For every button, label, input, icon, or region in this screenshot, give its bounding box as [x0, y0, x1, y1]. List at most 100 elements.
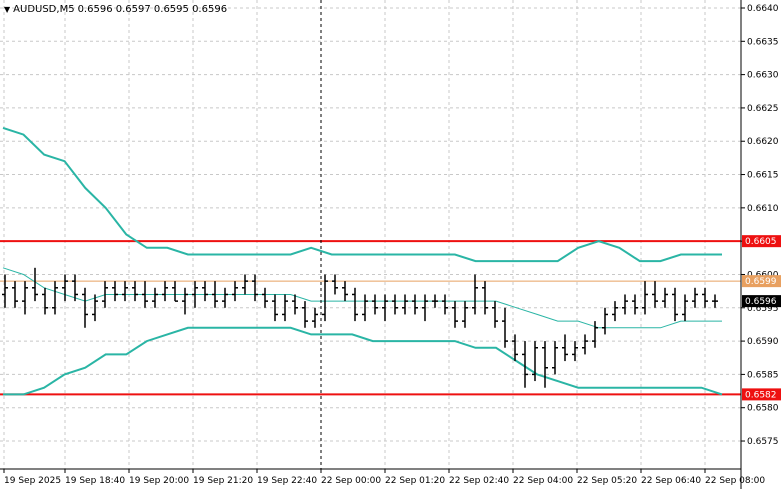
ohlc-bar[interactable]: [392, 294, 398, 315]
ohlc-bar[interactable]: [112, 281, 118, 302]
price-line-tag: 0.6599: [745, 277, 777, 287]
ohlc-bar[interactable]: [82, 287, 88, 328]
ohlc-values: 0.6596 0.6597 0.6595 0.6596: [77, 4, 228, 15]
dropdown-triangle-icon[interactable]: ▼: [4, 5, 11, 14]
ohlc-bar[interactable]: [32, 267, 38, 302]
ohlc-bar[interactable]: [332, 274, 338, 295]
ohlc-bar[interactable]: [582, 334, 588, 355]
ohlc-bar[interactable]: [282, 294, 288, 322]
ohlc-bar[interactable]: [592, 321, 598, 348]
ohlc-bar[interactable]: [362, 294, 368, 322]
x-tick-label: 19 Sep 20:00: [129, 476, 189, 486]
ohlc-bar[interactable]: [472, 274, 478, 315]
ohlc-bar[interactable]: [292, 294, 298, 315]
ohlc-bar[interactable]: [672, 287, 678, 322]
ohlc-bar[interactable]: [222, 287, 228, 308]
ohlc-bar[interactable]: [382, 294, 388, 322]
current-price-tag: 0.6596: [745, 297, 777, 307]
ohlc-bar[interactable]: [302, 301, 308, 328]
ohlc-bar[interactable]: [412, 294, 418, 315]
ohlc-bar[interactable]: [52, 281, 58, 315]
ohlc-bar[interactable]: [42, 287, 48, 315]
ohlc-bar[interactable]: [462, 301, 468, 328]
ohlc-bar[interactable]: [542, 341, 548, 388]
ohlc-bar[interactable]: [162, 281, 168, 302]
ohlc-bar[interactable]: [62, 274, 68, 302]
chart-header: ▼ AUDUSD,M5 0.6596 0.6597 0.6595 0.6596: [4, 4, 227, 15]
ohlc-bar[interactable]: [552, 341, 558, 375]
ohlc-bar[interactable]: [102, 281, 108, 308]
ohlc-bar[interactable]: [402, 294, 408, 315]
ohlc-bar[interactable]: [92, 294, 98, 322]
ohlc-bar[interactable]: [712, 294, 718, 308]
ohlc-bar[interactable]: [2, 274, 8, 308]
symbol-timeframe: AUDUSD,M5: [13, 4, 75, 15]
ohlc-bar[interactable]: [132, 281, 138, 302]
ohlc-bar[interactable]: [272, 294, 278, 322]
x-tick-label: 22 Sep 00:00: [321, 476, 381, 486]
ohlc-bar[interactable]: [682, 294, 688, 322]
ohlc-bar[interactable]: [192, 281, 198, 308]
ohlc-bar[interactable]: [212, 281, 218, 308]
ohlc-bar[interactable]: [152, 287, 158, 308]
y-tick-label: 0.6620: [747, 137, 779, 147]
y-tick-label: 0.6635: [747, 37, 779, 47]
price-line-tag-bg: [742, 275, 781, 288]
ohlc-bar[interactable]: [602, 307, 608, 335]
y-tick-label: 0.6640: [747, 4, 779, 14]
ohlc-bar[interactable]: [252, 274, 258, 302]
ohlc-bar[interactable]: [632, 294, 638, 315]
y-tick-label: 0.6610: [747, 204, 779, 214]
x-tick-label: 19 Sep 18:40: [65, 476, 125, 486]
ohlc-bar[interactable]: [532, 341, 538, 382]
ohlc-bar[interactable]: [572, 341, 578, 362]
ohlc-bar[interactable]: [432, 294, 438, 308]
ohlc-bar[interactable]: [522, 341, 528, 388]
x-tick-label: 19 Sep 21:20: [193, 476, 253, 486]
ohlc-bar[interactable]: [452, 301, 458, 328]
ohlc-bar[interactable]: [482, 281, 488, 315]
x-tick-label: 22 Sep 02:40: [449, 476, 509, 486]
ohlc-bar[interactable]: [612, 301, 618, 322]
ohlc-bar[interactable]: [662, 287, 668, 308]
y-tick-label: 0.6625: [747, 104, 779, 114]
ohlc-bar[interactable]: [512, 334, 518, 362]
ohlc-bar[interactable]: [502, 307, 508, 348]
ohlc-bar[interactable]: [72, 274, 78, 302]
ohlc-bar[interactable]: [262, 287, 268, 308]
ohlc-bar[interactable]: [372, 294, 378, 315]
ohlc-bar[interactable]: [702, 287, 708, 308]
level-price-tag-bg: [742, 235, 781, 248]
ohlc-bar[interactable]: [652, 281, 658, 308]
ohlc-bar[interactable]: [312, 307, 318, 328]
ohlc-bar[interactable]: [442, 294, 448, 315]
ohlc-bar[interactable]: [322, 274, 328, 322]
ohlc-bar[interactable]: [172, 281, 178, 302]
ohlc-bar[interactable]: [12, 281, 18, 308]
level-price-tag: 0.6605: [745, 237, 777, 247]
y-tick-label: 0.6630: [747, 71, 779, 81]
y-tick-label: 0.6580: [747, 404, 779, 414]
ohlc-bar[interactable]: [232, 281, 238, 302]
ohlc-bar[interactable]: [122, 281, 128, 302]
y-tick-label: 0.6575: [747, 437, 779, 447]
ohlc-bar[interactable]: [422, 294, 428, 322]
ohlc-bar[interactable]: [692, 287, 698, 308]
ohlc-bar[interactable]: [342, 281, 348, 302]
level-price-tag: 0.6582: [745, 390, 777, 400]
ohlc-bar[interactable]: [492, 301, 498, 328]
ohlc-bar[interactable]: [562, 334, 568, 362]
bollinger-lower: [3, 326, 723, 396]
ohlc-bar[interactable]: [202, 281, 208, 302]
ohlc-bar[interactable]: [622, 294, 628, 315]
ohlc-bar[interactable]: [242, 274, 248, 295]
y-tick-label: 0.6615: [747, 171, 779, 181]
x-tick-label: 22 Sep 05:20: [577, 476, 637, 486]
ohlc-bar[interactable]: [142, 281, 148, 308]
bollinger-middle: [2, 267, 722, 329]
ohlc-bar[interactable]: [22, 281, 28, 315]
ohlc-bar[interactable]: [182, 287, 188, 315]
ohlc-bar[interactable]: [352, 287, 358, 322]
ohlc-bar[interactable]: [642, 281, 648, 315]
